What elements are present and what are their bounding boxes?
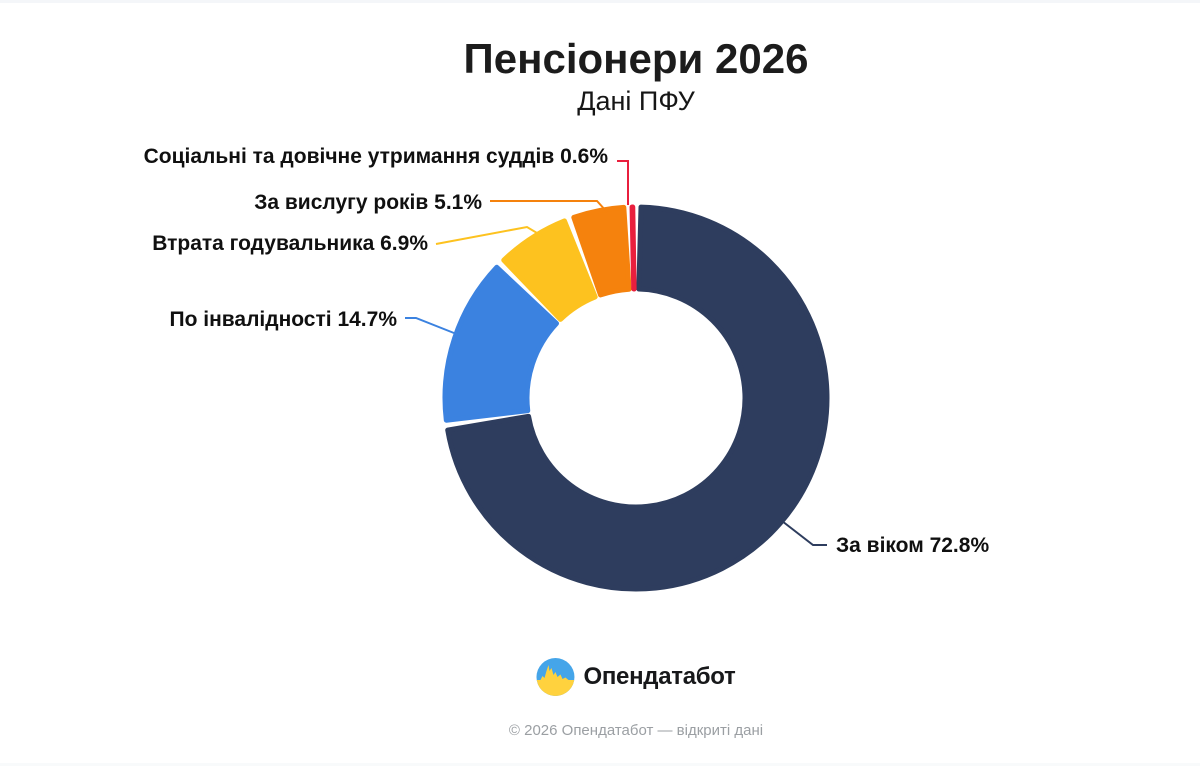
slice-label-vtrata-hoduvalnyka: Втрата годувальника 6.9%	[152, 232, 428, 255]
chart-subtitle: Дані ПФУ	[577, 86, 695, 116]
leader-line-za-vikom	[781, 520, 827, 546]
brand-name: Опендатабот	[583, 663, 736, 690]
leader-line-sotsialni	[617, 160, 629, 205]
slice-label-po-invalidnosti: По інвалідності 14.7%	[169, 308, 397, 331]
copyright-text: © 2026 Опендатабот — відкриті дані	[508, 722, 764, 739]
leader-line-za-vysluhu	[490, 200, 608, 213]
chart-title: Пенсіонери 2026	[463, 35, 809, 82]
leader-line-vtrata-hoduvalnyka	[435, 225, 543, 245]
opendatabot-logo-icon	[536, 658, 575, 696]
donut-segment-2[interactable]	[501, 218, 598, 322]
donut-segments	[442, 204, 830, 592]
slice-label-za-vikom: За віком 72.8%	[836, 534, 990, 557]
brand-footer: Опендатабот	[536, 658, 736, 696]
slice-label-za-vysluhu: За вислугу років 5.1%	[254, 191, 482, 214]
leader-line-po-invalidnosti	[405, 317, 460, 336]
donut-segment-1[interactable]	[442, 264, 560, 423]
donut-segment-0[interactable]	[445, 204, 830, 592]
leader-lines	[405, 160, 827, 546]
donut-segment-4[interactable]	[629, 204, 637, 292]
slice-label-sotsialni: Соціальні та довічне утримання суддів 0.…	[143, 145, 608, 168]
donut-segment-3[interactable]	[571, 204, 632, 298]
bottom-border	[0, 763, 1200, 766]
top-border	[0, 0, 1200, 3]
